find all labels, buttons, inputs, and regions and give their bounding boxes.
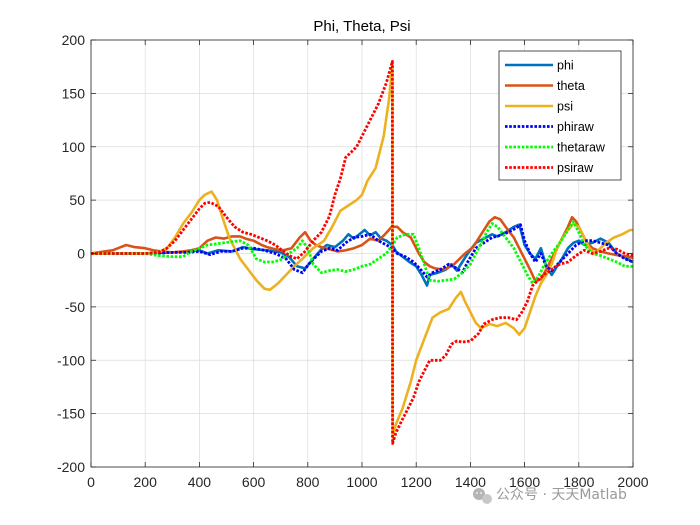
y-tick-label: 0 [77, 246, 85, 262]
x-tick-label: 1200 [401, 474, 432, 490]
y-tick-label: 50 [69, 192, 85, 208]
axis-ticks: 0 200 400 600 800 1000 1200 1400 1600 1800 2000-20… [57, 32, 649, 490]
legend-label-theta: theta [557, 79, 585, 93]
legend: phi theta psi phiraw thetaraw psiraw [498, 50, 622, 181]
wechat-icon [473, 488, 492, 504]
legend-label-thetaraw: thetaraw [557, 141, 606, 155]
y-tick-label: 100 [62, 139, 86, 155]
legend-label-phiraw: phiraw [557, 120, 595, 134]
y-tick-label: 200 [62, 32, 86, 48]
x-tick-label: 200 [134, 474, 158, 490]
x-tick-label: 2000 [617, 474, 648, 490]
watermark-text: 公众号 · 天天Matlab [496, 487, 627, 503]
series-line-psiraw [91, 60, 634, 445]
legend-label-psi: psi [557, 100, 573, 114]
series-line-theta [90, 215, 634, 283]
series-line-phi [91, 223, 634, 287]
x-tick-label: 1600 [509, 474, 540, 490]
y-tick-label: -150 [57, 406, 85, 422]
chart-title: Phi, Theta, Psi [313, 18, 410, 35]
legend-box [498, 50, 622, 181]
series-lines [90, 60, 634, 445]
legend-label-psiraw: psiraw [557, 161, 594, 175]
y-tick-label: -50 [65, 299, 85, 315]
x-tick-label: 1800 [563, 474, 594, 490]
y-tick-label: 150 [62, 85, 86, 101]
x-tick-label: 1000 [346, 474, 377, 490]
y-tick-label: -100 [57, 352, 85, 368]
y-tick-label: -200 [57, 459, 85, 475]
x-tick-label: 1400 [455, 474, 486, 490]
x-tick-label: 400 [188, 474, 212, 490]
x-tick-label: 600 [242, 474, 266, 490]
series-line-phiraw [91, 223, 634, 279]
x-tick-label: 0 [87, 474, 95, 490]
x-tick-label: 800 [296, 474, 320, 490]
watermark: 公众号 · 天天Matlab [473, 487, 627, 504]
series-line-thetaraw [91, 220, 633, 285]
legend-label-phi: phi [557, 59, 574, 73]
